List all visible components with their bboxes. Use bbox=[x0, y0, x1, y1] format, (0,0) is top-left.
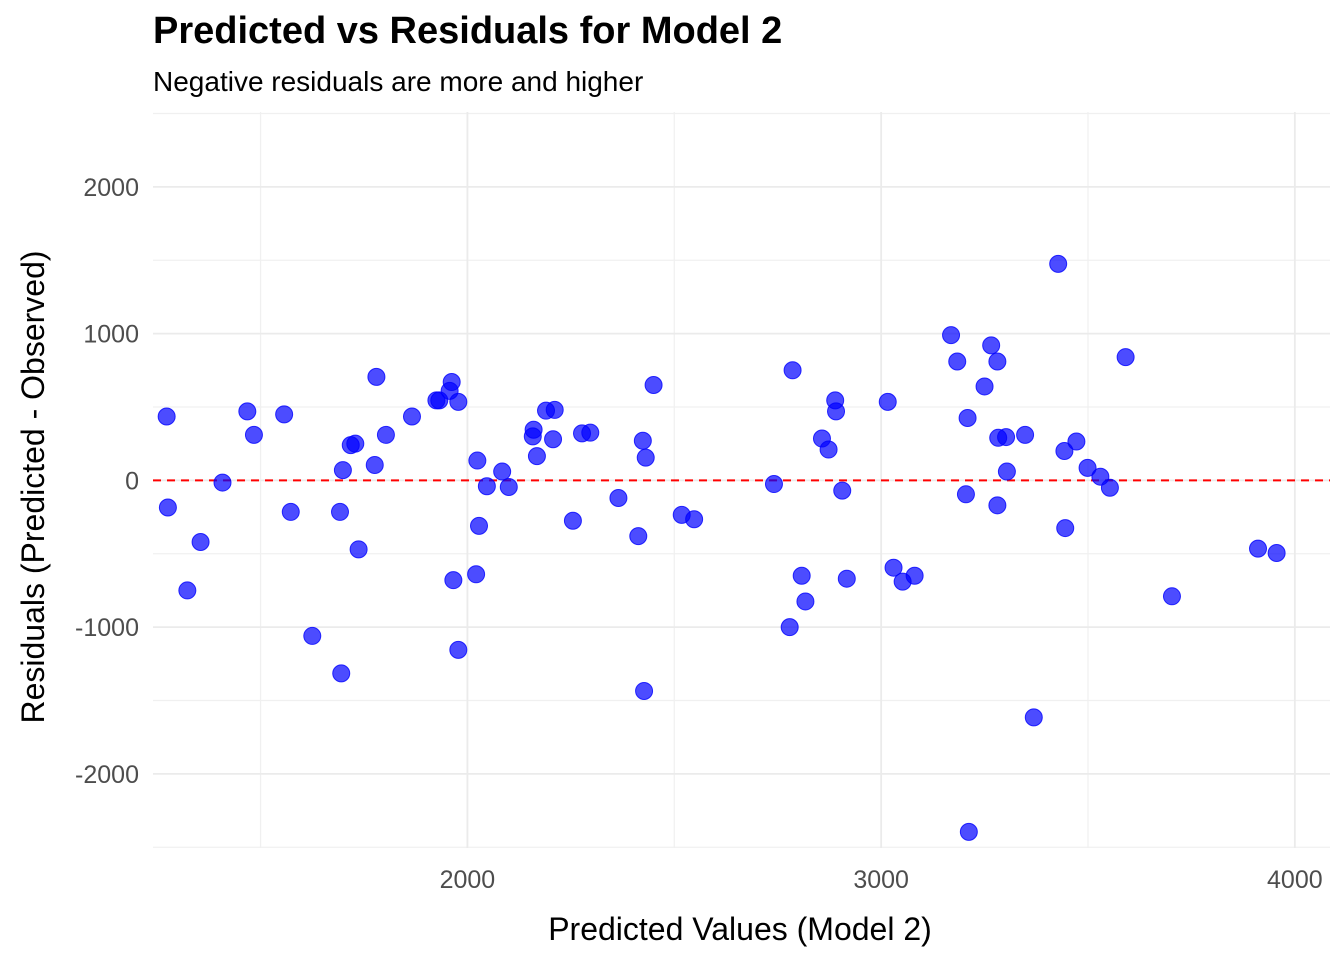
data-point bbox=[1056, 519, 1075, 538]
data-point bbox=[948, 352, 967, 371]
data-point bbox=[527, 447, 546, 466]
data-point bbox=[819, 440, 838, 459]
data-points bbox=[157, 254, 1286, 841]
data-point bbox=[942, 326, 961, 345]
data-point bbox=[997, 428, 1016, 447]
data-point bbox=[158, 498, 177, 517]
data-point bbox=[1267, 544, 1286, 563]
data-point bbox=[792, 566, 811, 585]
data-point bbox=[905, 566, 924, 585]
data-point bbox=[837, 569, 856, 588]
data-point bbox=[330, 502, 349, 521]
data-point bbox=[1016, 425, 1035, 444]
data-point bbox=[958, 408, 977, 427]
data-point bbox=[303, 626, 322, 645]
data-point bbox=[349, 540, 368, 559]
data-point bbox=[1162, 587, 1181, 606]
data-point bbox=[956, 485, 975, 504]
y-tick-label: 1000 bbox=[83, 321, 139, 349]
data-point bbox=[959, 822, 978, 841]
data-point bbox=[629, 527, 648, 546]
data-point bbox=[796, 592, 815, 611]
x-tick-label: 4000 bbox=[1267, 866, 1323, 894]
data-point bbox=[402, 407, 421, 426]
data-point bbox=[1078, 458, 1097, 477]
data-point bbox=[157, 407, 176, 426]
x-tick-label: 2000 bbox=[440, 866, 496, 894]
data-point bbox=[884, 558, 903, 577]
data-point bbox=[1049, 254, 1068, 273]
data-point bbox=[988, 496, 1007, 515]
data-point bbox=[467, 565, 486, 584]
y-tick-label: -1000 bbox=[75, 614, 139, 642]
data-point bbox=[982, 336, 1001, 355]
y-tick-label: -2000 bbox=[75, 761, 139, 789]
data-point bbox=[365, 455, 384, 474]
chart-subtitle: Negative residuals are more and higher bbox=[153, 66, 644, 97]
x-tick-label: 3000 bbox=[853, 866, 909, 894]
data-point bbox=[783, 361, 802, 380]
data-point bbox=[524, 420, 543, 439]
x-axis-title: Predicted Values (Model 2) bbox=[548, 911, 932, 947]
data-point bbox=[644, 375, 663, 394]
chart-title: Predicted vs Residuals for Model 2 bbox=[153, 10, 783, 52]
data-point bbox=[332, 664, 351, 683]
data-point bbox=[633, 431, 652, 450]
data-point bbox=[449, 640, 468, 659]
data-point bbox=[988, 352, 1007, 371]
data-point bbox=[581, 423, 600, 442]
data-point bbox=[333, 461, 352, 480]
data-point bbox=[1024, 708, 1043, 727]
data-point bbox=[1249, 539, 1268, 558]
data-point bbox=[609, 488, 628, 507]
data-point bbox=[975, 377, 994, 396]
minor-grid bbox=[153, 112, 1330, 848]
data-point bbox=[833, 481, 852, 500]
y-tick-label: 2000 bbox=[83, 174, 139, 202]
data-point bbox=[449, 392, 468, 411]
data-point bbox=[563, 511, 582, 530]
data-point bbox=[685, 510, 704, 529]
data-point bbox=[780, 618, 799, 637]
data-point bbox=[635, 681, 654, 700]
data-point bbox=[827, 402, 846, 421]
data-point bbox=[997, 462, 1016, 481]
data-point bbox=[1100, 478, 1119, 497]
data-point bbox=[178, 581, 197, 600]
data-point bbox=[376, 425, 395, 444]
data-point bbox=[470, 516, 489, 535]
data-point bbox=[493, 462, 512, 481]
data-point bbox=[275, 405, 294, 424]
data-point bbox=[1116, 348, 1135, 367]
data-point bbox=[367, 367, 386, 386]
data-point bbox=[1067, 432, 1086, 451]
data-point bbox=[213, 473, 232, 492]
data-point bbox=[544, 430, 563, 449]
data-point bbox=[499, 477, 518, 496]
data-point bbox=[444, 571, 463, 590]
data-point bbox=[477, 477, 496, 496]
data-point bbox=[244, 425, 263, 444]
data-point bbox=[238, 402, 257, 421]
data-point bbox=[545, 400, 564, 419]
data-point bbox=[442, 373, 461, 392]
data-point bbox=[1055, 442, 1074, 461]
y-axis-title: Residuals (Predicted - Observed) bbox=[15, 250, 51, 723]
y-axis-ticks: -2000 -1000 0 1000 2000 bbox=[75, 174, 139, 789]
data-point bbox=[468, 451, 487, 470]
data-point bbox=[636, 448, 655, 467]
data-point bbox=[191, 533, 210, 552]
data-point bbox=[281, 502, 300, 521]
y-tick-label: 0 bbox=[125, 467, 139, 495]
data-point bbox=[764, 475, 783, 494]
data-point bbox=[878, 392, 897, 411]
data-point bbox=[346, 434, 365, 453]
x-axis-ticks: 2000 3000 4000 bbox=[440, 866, 1323, 894]
